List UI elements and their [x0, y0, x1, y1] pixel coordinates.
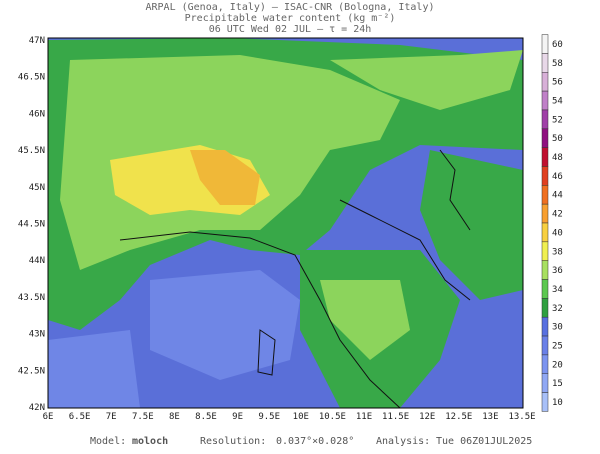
colorbar-swatch — [541, 316, 549, 337]
lon-label: 7E — [106, 412, 117, 422]
header-line: ARPAL (Genoa, Italy) — ISAC-CNR (Bologna… — [146, 2, 435, 13]
colorbar-label: 48 — [552, 153, 563, 163]
lat-label: 43.5N — [18, 293, 45, 303]
colorbar-swatch — [541, 72, 549, 92]
lat-label: 47N — [29, 36, 45, 46]
colorbar-swatch — [541, 279, 549, 299]
colorbar-label: 46 — [552, 172, 563, 182]
colorbar-swatch — [541, 392, 549, 412]
colorbar-swatch — [541, 53, 549, 73]
colorbar-label: 32 — [552, 304, 563, 314]
lon-label: 11E — [356, 412, 372, 422]
lon-label: 11.5E — [382, 412, 409, 422]
colorbar-label: 20 — [552, 360, 563, 370]
lat-label: 45N — [29, 183, 45, 193]
colorbar-swatch — [541, 128, 549, 148]
footer-value: moloch — [132, 436, 168, 447]
colorbar-label: 42 — [552, 210, 563, 220]
colorbar-label: 30 — [552, 323, 563, 333]
lon-label: 12E — [419, 412, 435, 422]
footer-value: 0.037°×0.028° — [276, 436, 354, 447]
colorbar-swatch — [541, 298, 549, 318]
lon-label: 10.5E — [319, 412, 346, 422]
lat-label: 42.5N — [18, 366, 45, 376]
footer-label: Analysis: — [376, 436, 430, 447]
header-line: Precipitable water content (kg m⁻²) — [185, 13, 396, 24]
colorbar-swatch — [541, 109, 549, 130]
lat-label: 42N — [29, 403, 45, 413]
colorbar-swatch — [541, 241, 549, 261]
colorbar-swatch — [541, 34, 549, 54]
colorbar-swatch — [541, 260, 549, 280]
colorbar-label: 50 — [552, 134, 563, 144]
lon-label: 8E — [169, 412, 180, 422]
lat-label: 43N — [29, 330, 45, 340]
colorbar-swatch — [541, 203, 549, 224]
lon-label: 9E — [232, 412, 243, 422]
lon-label: 7.5E — [132, 412, 154, 422]
map — [47, 37, 524, 409]
colorbar-label: 34 — [552, 285, 563, 295]
colorbar-label: 15 — [552, 379, 563, 389]
colorbar-swatch — [541, 147, 549, 167]
lat-label: 45.5N — [18, 146, 45, 156]
lon-label: 9.5E — [258, 412, 280, 422]
colorbar-label: 40 — [552, 228, 563, 238]
lon-label: 13.5E — [508, 412, 535, 422]
colorbar-swatch — [541, 354, 549, 374]
footer-label: Model: — [90, 436, 126, 447]
lon-label: 6E — [43, 412, 54, 422]
lat-label: 44N — [29, 256, 45, 266]
colorbar-label: 56 — [552, 78, 563, 88]
colorbar-label: 60 — [552, 40, 563, 50]
colorbar-swatch — [541, 222, 549, 243]
footer-label: Resolution: — [200, 436, 266, 447]
colorbar-label: 58 — [552, 59, 563, 69]
colorbar-swatch — [541, 185, 549, 205]
colorbar-label: 38 — [552, 247, 563, 257]
colorbar-label: 54 — [552, 97, 563, 107]
colorbar-swatch — [541, 373, 549, 393]
colorbar-swatch — [541, 166, 549, 186]
colorbar-label: 10 — [552, 398, 563, 408]
colorbar-label: 52 — [552, 115, 563, 125]
lon-label: 10E — [293, 412, 309, 422]
lat-label: 44.5N — [18, 220, 45, 230]
lon-label: 13E — [482, 412, 498, 422]
colorbar-swatch — [541, 335, 549, 356]
lon-label: 8.5E — [195, 412, 217, 422]
header-line: 06 UTC Wed 02 JUL — τ = 24h — [209, 24, 372, 35]
lon-label: 12.5E — [445, 412, 472, 422]
footer-value: Tue 06Z01JUL2025 — [436, 436, 532, 447]
lon-label: 6.5E — [69, 412, 91, 422]
colorbar-label: 44 — [552, 191, 563, 201]
lat-label: 46N — [29, 109, 45, 119]
colorbar-label: 25 — [552, 341, 563, 351]
lat-label: 46.5N — [18, 73, 45, 83]
colorbar-label: 36 — [552, 266, 563, 276]
colorbar-swatch — [541, 90, 549, 111]
